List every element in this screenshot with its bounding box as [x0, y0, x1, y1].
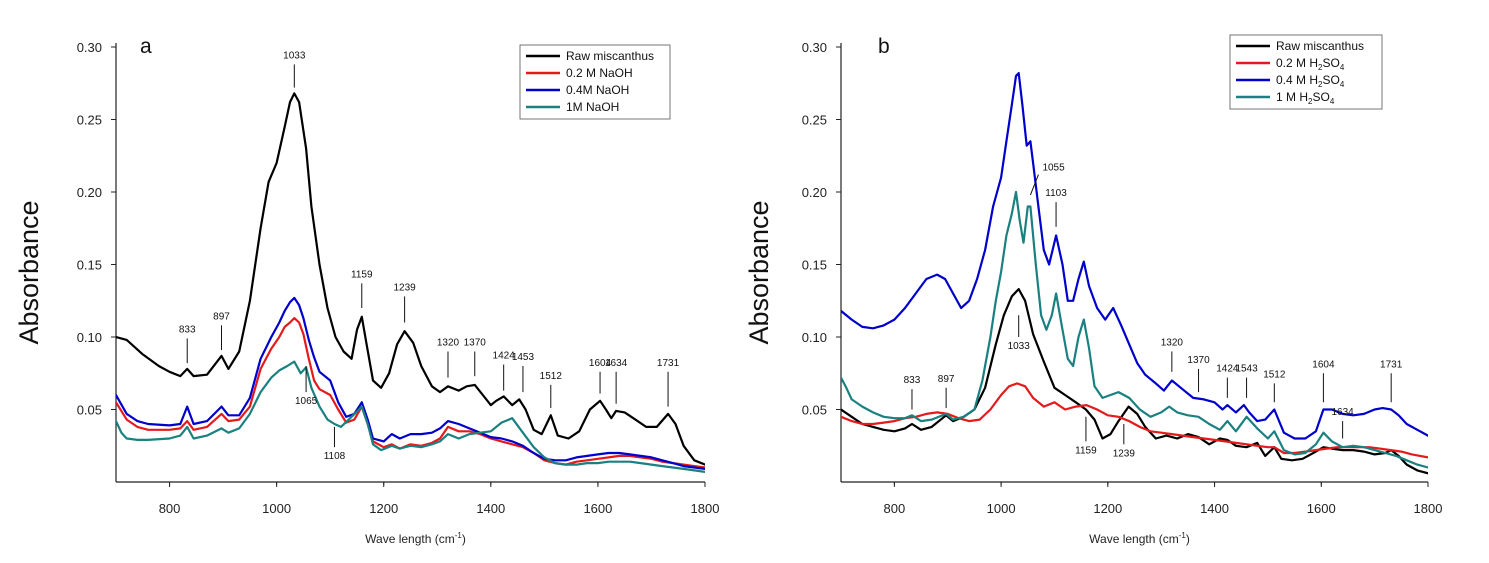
y-tick-label: 0.25	[77, 113, 102, 128]
peak-label: 1159	[351, 269, 373, 280]
series-line	[116, 360, 705, 473]
x-axis-label: Wave length (cm-1)	[365, 531, 466, 546]
x-tick-label: 1600	[1307, 501, 1336, 516]
peak-label: 1320	[437, 338, 460, 349]
legend-label: 1 M H2SO4	[1276, 90, 1335, 106]
figure-panel-b: 800 1000 1200 1400 1600 1800 0.05 0.10 0.15 0.20 0…	[730, 0, 1489, 563]
y-tick-label: 0.15	[77, 258, 102, 273]
peak-label: 1320	[1161, 338, 1184, 349]
x-tick-label: 1000	[262, 501, 291, 516]
peak-label: 1731	[1380, 359, 1403, 370]
y-tick-label: 0.10	[77, 330, 102, 345]
legend-label: Raw miscanthus	[566, 49, 654, 63]
peak-label: 1103	[1045, 188, 1067, 199]
peak-label: 1604	[589, 358, 612, 369]
y-tick-label: 0.05	[802, 403, 827, 418]
legend-label: Raw miscanthus	[1276, 39, 1364, 53]
peak-label: 1424	[1216, 364, 1239, 375]
figure-panel-a: 800 1000 1200 1400 1600 1800 0.05 0.10 0.15 0.20 0…	[0, 0, 722, 563]
x-tick-label: 800	[884, 501, 906, 516]
peak-label: 1065	[295, 396, 318, 407]
peak-label: 833	[904, 375, 921, 386]
x-tick-label: 1200	[369, 501, 398, 516]
peak-label: 897	[213, 311, 230, 322]
peak-label: 1370	[464, 338, 487, 349]
series-group	[841, 71, 1428, 475]
peak-label: 1239	[1113, 448, 1136, 459]
series-line	[116, 317, 705, 469]
x-tick-label: 1800	[691, 501, 720, 516]
x-tick-label: 1400	[476, 501, 505, 516]
y-tick-label: 0.10	[802, 330, 827, 345]
series-group	[116, 92, 705, 473]
y-tick-label: 0.05	[77, 403, 102, 418]
peak-label: 1731	[657, 358, 680, 369]
peak-label: 1033	[1008, 341, 1031, 352]
peak-label: 1159	[1075, 445, 1097, 456]
x-tick-label: 1200	[1093, 501, 1122, 516]
y-tick-label: 0.25	[802, 113, 827, 128]
series-line	[841, 382, 1428, 459]
chart-a-svg: 800 1000 1200 1400 1600 1800 0.05 0.10 0.15 0.20 0…	[14, 35, 720, 546]
series-line	[116, 296, 705, 470]
peak-label: 1108	[324, 451, 346, 462]
peak-label: 897	[938, 374, 955, 385]
peak-label: 1543	[1235, 364, 1258, 375]
peak-label: 1239	[393, 282, 416, 293]
legend-label: 0.2 M H2SO4	[1276, 56, 1345, 72]
legend-label: 1M NaOH	[566, 100, 619, 114]
y-tick-label: 0.30	[77, 40, 102, 55]
x-tick-label: 1800	[1414, 501, 1443, 516]
peak-label: 1512	[540, 371, 563, 382]
chart-b-svg: 800 1000 1200 1400 1600 1800 0.05 0.10 0.15 0.20 0…	[744, 34, 1443, 546]
peak-label: 1604	[1312, 359, 1335, 370]
y-tick-label: 0.15	[802, 258, 827, 273]
annotation-leader	[1029, 174, 1039, 196]
peak-label: 1453	[512, 352, 535, 363]
series-line	[841, 71, 1428, 440]
x-tick-label: 1000	[987, 501, 1016, 516]
y-axis-label: Absorbance	[14, 200, 44, 344]
panel-label: b	[878, 35, 890, 58]
legend-label: 0.2 M NaOH	[566, 66, 633, 80]
y-tick-label: 0.20	[802, 185, 827, 200]
series-line	[841, 190, 1428, 469]
y-axis-label: Absorbance	[744, 200, 774, 344]
legend-label: 0.4M NaOH	[566, 83, 629, 97]
series-line	[116, 92, 705, 466]
panel-label: a	[140, 35, 152, 58]
peak-label: 1512	[1263, 369, 1286, 380]
legend-label: 0.4 M H2SO4	[1276, 73, 1345, 89]
y-tick-label: 0.30	[802, 40, 827, 55]
peak-label: 1033	[283, 50, 306, 61]
y-tick-label: 0.20	[77, 185, 102, 200]
peak-label: 833	[179, 324, 196, 335]
peak-label: 1055	[1042, 163, 1065, 174]
x-tick-label: 1400	[1200, 501, 1229, 516]
peak-label: 1370	[1187, 355, 1210, 366]
x-tick-label: 800	[159, 501, 181, 516]
peak-label: 1424	[493, 351, 516, 362]
x-axis-label: Wave length (cm-1)	[1089, 531, 1190, 546]
x-tick-label: 1600	[583, 501, 612, 516]
peak-label: 1634	[605, 358, 628, 369]
peak-label: 1634	[1331, 407, 1354, 418]
